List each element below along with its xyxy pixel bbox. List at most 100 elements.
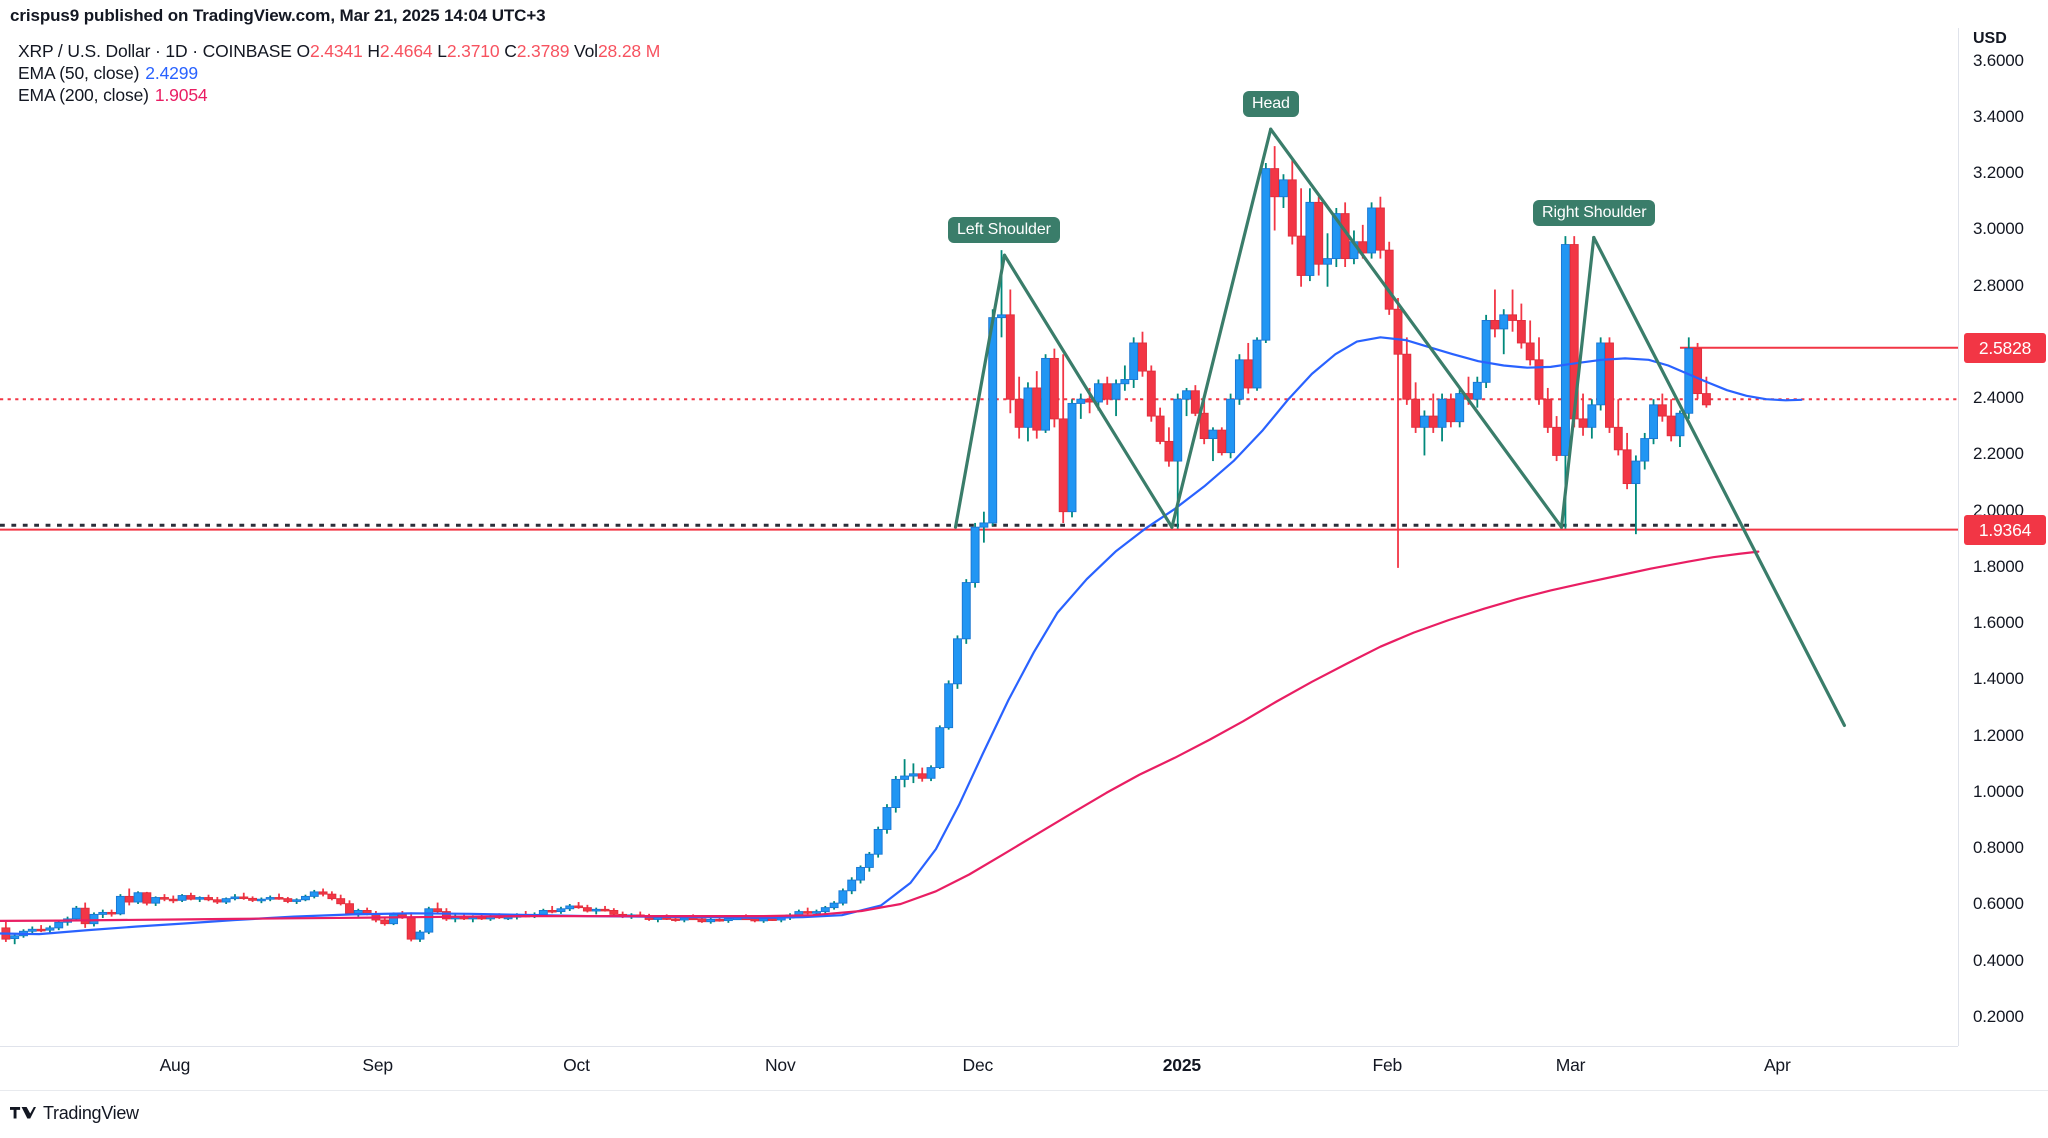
legend-ema200-row[interactable]: EMA (200, close) 1.9054: [18, 84, 604, 106]
candle-body[interactable]: [1490, 320, 1500, 330]
annotation-right-shoulder[interactable]: Right Shoulder: [1533, 200, 1656, 226]
candle-body[interactable]: [168, 898, 178, 902]
candle-body[interactable]: [926, 767, 936, 779]
candle-body[interactable]: [838, 890, 848, 904]
candle-body[interactable]: [812, 911, 821, 914]
trendline-right-shoulder-down[interactable]: [1592, 235, 1846, 727]
candle-body[interactable]: [1578, 418, 1588, 428]
candle-body[interactable]: [1499, 314, 1509, 330]
annotation-left-shoulder[interactable]: Left Shoulder: [948, 217, 1060, 243]
candle-body[interactable]: [1120, 379, 1130, 385]
candle-body[interactable]: [177, 895, 187, 901]
candle-body[interactable]: [856, 866, 865, 881]
candle-body[interactable]: [89, 913, 99, 925]
trendline-head-up[interactable]: [1170, 127, 1273, 529]
candle-body[interactable]: [212, 899, 222, 903]
candle-body[interactable]: [1508, 314, 1518, 321]
legend-symbol-row[interactable]: XRP / U.S. Dollar · 1D · COINBASE O2.434…: [18, 40, 660, 62]
candle-body[interactable]: [274, 897, 284, 900]
candle-body[interactable]: [186, 895, 196, 900]
candle-body[interactable]: [767, 918, 777, 921]
candle-body[interactable]: [283, 898, 293, 902]
price-tag-1.9364[interactable]: 1.9364: [1964, 514, 2046, 545]
trendline-left-shoulder-down[interactable]: [1002, 253, 1174, 529]
chart-plot-area[interactable]: [0, 28, 1958, 1046]
candle-body[interactable]: [1481, 320, 1491, 383]
candle-body[interactable]: [1093, 383, 1103, 403]
trendline-left-shoulder-up[interactable]: [953, 253, 1007, 529]
candle-body[interactable]: [1472, 381, 1482, 400]
candle-body[interactable]: [124, 895, 134, 903]
candle-body[interactable]: [1129, 342, 1139, 380]
candle-body[interactable]: [1596, 342, 1606, 406]
candle-body[interactable]: [1067, 402, 1077, 513]
candle-body[interactable]: [71, 907, 81, 920]
candle-body[interactable]: [1613, 426, 1623, 451]
candle-body[interactable]: [345, 903, 354, 914]
candle-body[interactable]: [1155, 415, 1165, 442]
candle-body[interactable]: [353, 910, 363, 914]
candle-body[interactable]: [248, 897, 258, 901]
candle-body[interactable]: [1402, 353, 1412, 400]
candle-body[interactable]: [979, 522, 989, 528]
candle-body[interactable]: [1587, 404, 1597, 428]
candle-body[interactable]: [256, 898, 266, 902]
candle-body[interactable]: [1261, 168, 1271, 341]
candle-body[interactable]: [723, 918, 733, 922]
candle-body[interactable]: [318, 891, 328, 895]
candle-body[interactable]: [415, 931, 425, 940]
candle-body[interactable]: [908, 773, 918, 777]
candle-body[interactable]: [80, 907, 90, 925]
candle-body[interactable]: [1217, 429, 1227, 454]
candle-body[interactable]: [1287, 179, 1297, 237]
candle-body[interactable]: [653, 917, 663, 920]
candle-body[interactable]: [380, 919, 390, 925]
candle-body[interactable]: [1675, 412, 1685, 437]
trendline-right-shoulder-up[interactable]: [1559, 235, 1596, 529]
candle-body[interactable]: [1314, 201, 1324, 265]
time-axis[interactable]: Aug Sep Oct Nov Dec 2025 Feb Mar Apr: [0, 1046, 1958, 1090]
candle-body[interactable]: [1111, 383, 1121, 400]
candle-body[interactable]: [706, 919, 716, 923]
candle-body[interactable]: [1296, 235, 1306, 276]
candle-body[interactable]: [970, 526, 980, 584]
candle-body[interactable]: [1208, 429, 1218, 440]
candle-body[interactable]: [27, 928, 37, 932]
candle-body[interactable]: [1657, 404, 1667, 417]
candle-body[interactable]: [1323, 258, 1332, 265]
candle-body[interactable]: [503, 916, 513, 920]
candle-body[interactable]: [204, 897, 213, 901]
candle-body[interactable]: [1649, 404, 1658, 440]
candle-body[interactable]: [1437, 398, 1447, 428]
candle-body[interactable]: [1058, 418, 1068, 513]
candle-body[interactable]: [1693, 348, 1703, 395]
candle-body[interactable]: [1631, 460, 1641, 485]
candle-body[interactable]: [662, 917, 672, 920]
candle-body[interactable]: [679, 917, 689, 921]
candle-body[interactable]: [882, 807, 892, 830]
candle-body[interactable]: [759, 918, 769, 922]
candle-body[interactable]: [115, 895, 125, 915]
candle-body[interactable]: [151, 897, 161, 904]
series-ema-50-close-[interactable]: [0, 336, 1803, 936]
candle-body[interactable]: [600, 908, 610, 912]
candle-body[interactable]: [195, 897, 205, 900]
candle-body[interactable]: [1666, 415, 1676, 437]
candle-body[interactable]: [133, 892, 143, 903]
candle-body[interactable]: [1190, 390, 1200, 414]
candle-body[interactable]: [1305, 201, 1315, 276]
candle-body[interactable]: [1102, 383, 1112, 400]
candle-body[interactable]: [864, 853, 874, 868]
candle-body[interactable]: [265, 897, 275, 900]
candle-body[interactable]: [300, 895, 310, 901]
candle-body[interactable]: [820, 907, 830, 913]
candle-body[interactable]: [953, 638, 962, 685]
candle-body[interactable]: [1525, 342, 1535, 361]
candle-body[interactable]: [1243, 359, 1253, 389]
series-ema-200-close-[interactable]: [0, 550, 1760, 922]
candle-body[interactable]: [1393, 308, 1403, 355]
candle-body[interactable]: [1234, 359, 1244, 400]
candle-body[interactable]: [1023, 387, 1033, 428]
candle-body[interactable]: [1367, 207, 1377, 254]
candle-body[interactable]: [98, 911, 108, 915]
